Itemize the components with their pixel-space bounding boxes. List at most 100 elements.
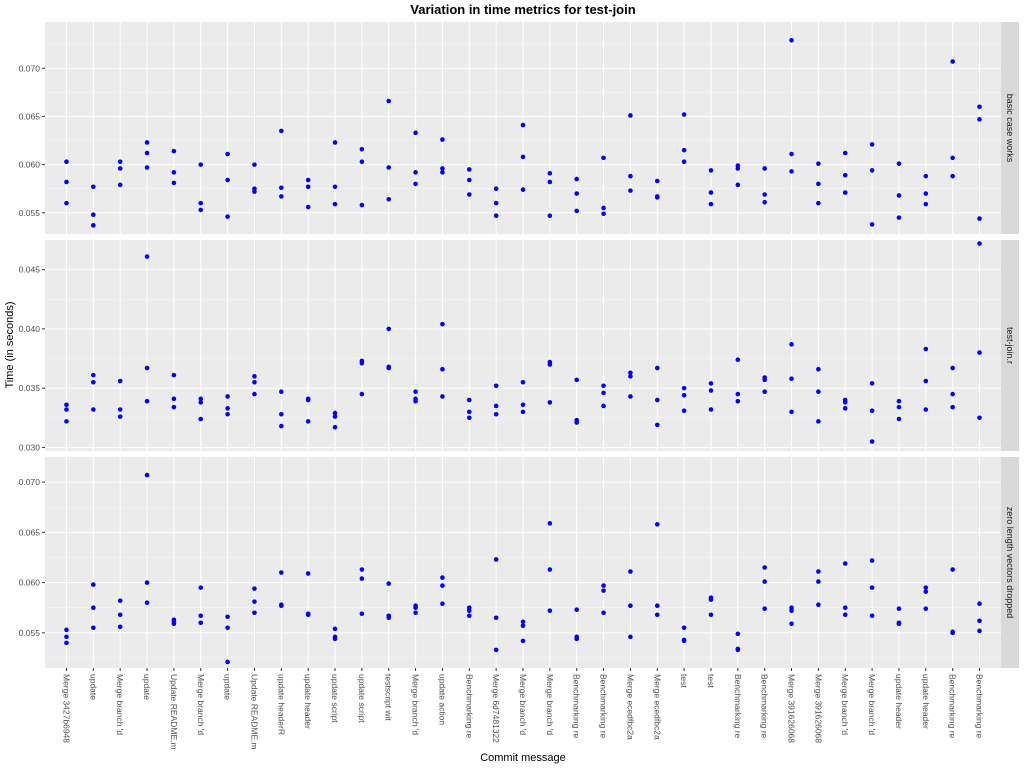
data-point — [91, 407, 96, 412]
data-point — [279, 389, 284, 395]
data-point — [252, 379, 257, 385]
data-point — [279, 570, 284, 575]
data-point — [386, 365, 392, 371]
data-point — [762, 377, 767, 383]
data-point — [305, 397, 311, 403]
data-point — [117, 612, 123, 618]
data-point — [977, 216, 982, 221]
data-point — [574, 607, 580, 613]
data-point — [681, 147, 687, 153]
data-point — [359, 567, 365, 572]
facet-panel: 0.055 0.060 0.065 0.070 zero length vectors … — [19, 457, 1019, 668]
data-point — [601, 588, 606, 593]
data-point — [252, 189, 257, 194]
data-point — [144, 600, 150, 605]
data-point — [252, 391, 257, 397]
data-point — [654, 603, 660, 609]
data-point — [896, 398, 902, 404]
data-point — [681, 392, 687, 398]
data-point — [279, 185, 284, 191]
data-point — [547, 362, 553, 367]
data-point — [225, 214, 230, 219]
data-point — [332, 414, 338, 419]
data-point — [816, 181, 821, 187]
data-point — [91, 582, 96, 587]
data-point — [91, 372, 96, 378]
x-tick-label: Merge 6d7481322 — [491, 674, 501, 743]
data-point — [413, 398, 418, 404]
data-point — [493, 411, 499, 417]
x-tick-label: Merge 391626068 — [813, 674, 823, 743]
y-tick-label: 0.055 — [19, 628, 41, 638]
data-point — [869, 222, 875, 227]
data-point — [896, 215, 902, 220]
x-tick-label: Update README.m — [169, 674, 179, 750]
data-point — [413, 170, 418, 175]
data-point — [117, 378, 123, 384]
data-point — [628, 374, 633, 379]
x-tick-label: update — [88, 674, 98, 700]
data-point — [466, 608, 472, 614]
data-point — [117, 166, 123, 171]
data-point — [359, 159, 365, 165]
data-point — [628, 603, 633, 609]
data-point — [547, 179, 553, 185]
x-tick-label: Merge branch 'd — [115, 674, 125, 735]
data-point — [628, 394, 633, 399]
data-point — [440, 321, 445, 327]
data-point — [869, 142, 875, 147]
data-point — [842, 172, 848, 178]
data-point — [601, 205, 606, 211]
data-point — [144, 165, 150, 170]
data-point — [789, 342, 794, 347]
data-point — [601, 155, 606, 161]
data-point — [708, 597, 714, 602]
data-point — [359, 576, 365, 581]
data-point — [574, 176, 580, 182]
data-point — [144, 365, 150, 371]
data-point — [547, 400, 553, 405]
facet-strip — [1001, 240, 1019, 451]
data-point — [896, 416, 902, 422]
data-point — [64, 179, 69, 185]
data-point — [950, 567, 955, 572]
data-point — [520, 122, 526, 128]
x-tick-label: Merge ecedfbc2a — [625, 674, 635, 740]
x-tick-label: test — [706, 674, 716, 688]
data-point — [332, 636, 338, 642]
facet-strip — [1001, 457, 1019, 668]
data-point — [466, 409, 472, 415]
data-point — [144, 472, 150, 478]
x-tick-label: update script — [330, 674, 340, 723]
data-point — [279, 411, 284, 417]
data-point — [117, 414, 123, 419]
x-tick-label: Benchmarking re — [572, 674, 582, 739]
data-point — [466, 415, 472, 421]
data-point — [842, 561, 848, 566]
data-point — [64, 402, 69, 408]
data-point — [950, 173, 955, 179]
facet-strip-label: zero length vectors dropped — [1005, 507, 1015, 619]
data-point — [896, 621, 902, 627]
data-point — [413, 389, 418, 395]
data-point — [896, 404, 902, 410]
data-point — [708, 190, 714, 195]
data-point — [91, 223, 96, 228]
x-tick-label: Merge 391626068 — [787, 674, 797, 743]
data-point — [869, 585, 875, 590]
data-point — [520, 154, 526, 160]
data-point — [923, 201, 929, 207]
data-point — [225, 406, 230, 411]
data-point — [64, 407, 69, 412]
data-point — [252, 586, 257, 591]
data-point — [681, 638, 687, 644]
data-point — [520, 402, 526, 408]
data-point — [493, 647, 499, 653]
data-point — [789, 621, 794, 627]
data-point — [977, 601, 982, 606]
x-tick-label: update headerR — [276, 674, 286, 735]
data-point — [413, 130, 418, 136]
y-tick-label: 0.040 — [19, 324, 41, 334]
data-point — [386, 615, 392, 621]
data-point — [386, 326, 392, 332]
